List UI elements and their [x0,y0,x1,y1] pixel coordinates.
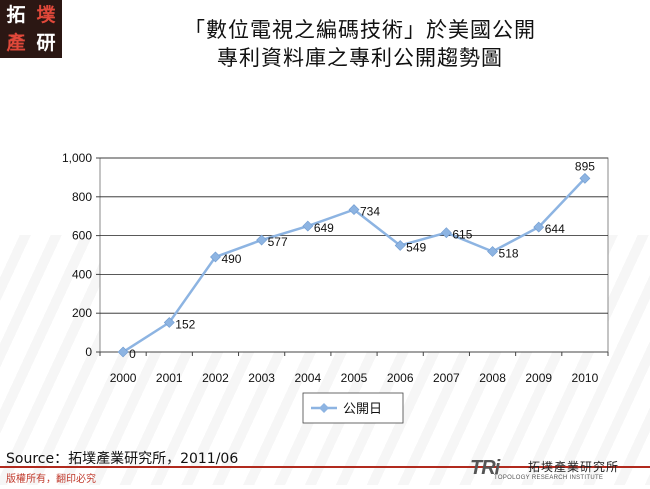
y-tick-label: 800 [72,190,92,204]
tri-logo-text: TRi [470,457,500,479]
data-point-marker [348,204,360,216]
x-tick-label: 2009 [525,371,552,385]
data-point-marker [163,317,175,328]
x-tick-label: 2000 [110,371,137,385]
x-tick-label: 2007 [433,371,460,385]
data-point-marker [302,220,314,232]
footer-divider [0,466,650,468]
logo-char: 墣 [36,4,56,26]
data-point-marker [440,227,452,239]
org-name-en: TOPOLOGY RESEARCH INSTITUTE [494,475,604,481]
data-label: 577 [268,235,288,249]
data-label: 518 [499,247,519,261]
source-note: Source：拓墣產業研究所，2011/06 [6,451,239,467]
data-label: 615 [452,228,472,242]
x-tick-label: 2002 [202,371,229,385]
page-title-line-2: 專利資料庫之專利公開趨勢圖 [217,46,503,70]
data-label: 644 [545,222,565,236]
data-label: 152 [175,318,195,332]
data-label: 895 [575,159,595,173]
data-label: 734 [360,205,380,219]
x-tick-label: 2001 [156,371,183,385]
x-tick-label: 2004 [294,371,321,385]
y-tick-label: 600 [72,229,92,243]
x-tick-label: 2006 [387,371,414,385]
logo-char: 研 [36,32,56,54]
y-tick-label: 400 [72,267,92,281]
legend-marker [319,403,329,413]
data-point-marker [394,240,406,251]
org-name: 拓墣產業研究所 [528,460,620,474]
x-tick-label: 2008 [479,371,506,385]
tri-logo: TRi [470,457,500,480]
copyright-text: 版權所有，翻印必究 [6,474,96,485]
data-point-marker [210,251,221,263]
data-label: 549 [406,240,426,254]
company-logo: 拓 墣 產 研 [0,0,62,58]
data-point-marker [117,346,129,358]
page-title-line-1: 「數位電視之編碼技術」於美國公開 [184,18,536,42]
y-tick-label: 1,000 [62,151,92,165]
data-point-marker [487,246,498,257]
x-tick-label: 2005 [341,371,368,385]
data-label: 0 [129,347,136,361]
y-tick-label: 0 [85,345,92,359]
x-tick-label: 2010 [572,371,599,385]
x-tick-label: 2003 [248,371,275,385]
y-tick-label: 200 [72,306,92,320]
legend-label: 公開日 [343,401,382,416]
data-label: 490 [221,252,241,266]
logo-char: 拓 [6,4,26,26]
data-point-marker [256,234,268,246]
data-point-marker [533,221,545,233]
logo-char: 產 [6,32,26,54]
data-point-marker [579,172,591,184]
data-label: 649 [314,221,334,235]
